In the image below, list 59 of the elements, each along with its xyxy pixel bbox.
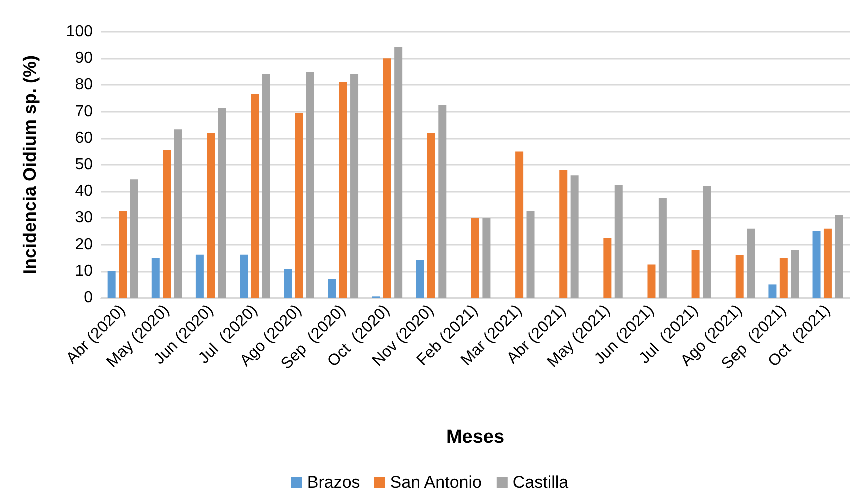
bar bbox=[516, 152, 524, 298]
bar bbox=[295, 113, 304, 298]
y-axis-title: Incidencia Oidium sp. (%) bbox=[20, 55, 40, 275]
bar bbox=[119, 212, 128, 298]
legend-label: Brazos bbox=[307, 473, 360, 492]
bar bbox=[284, 269, 292, 298]
y-tick-label: 60 bbox=[75, 130, 94, 147]
bar bbox=[472, 218, 480, 298]
bar bbox=[383, 58, 392, 298]
bar bbox=[163, 150, 172, 298]
legend-label: San Antonio bbox=[390, 473, 482, 492]
bar bbox=[108, 271, 116, 298]
bar bbox=[604, 238, 612, 298]
bar bbox=[427, 133, 436, 298]
bar bbox=[648, 264, 656, 298]
bar bbox=[218, 108, 226, 298]
bar bbox=[702, 186, 711, 298]
y-tick-label: 20 bbox=[75, 236, 94, 254]
bar bbox=[328, 279, 336, 298]
legend-label: Castilla bbox=[512, 473, 570, 492]
bar bbox=[780, 258, 788, 298]
bar bbox=[570, 176, 579, 298]
y-tick-label: 50 bbox=[75, 156, 94, 174]
bar bbox=[482, 218, 491, 298]
x-axis-title: Meses bbox=[446, 427, 505, 448]
bar bbox=[262, 74, 270, 298]
bar bbox=[812, 232, 821, 298]
bar bbox=[339, 82, 348, 298]
bar bbox=[526, 212, 535, 298]
bar bbox=[174, 130, 182, 298]
bar bbox=[251, 94, 260, 298]
bar bbox=[835, 216, 844, 298]
y-tick-label: 40 bbox=[75, 183, 94, 200]
bar bbox=[736, 255, 744, 298]
bar bbox=[614, 184, 623, 298]
bar bbox=[416, 260, 424, 298]
y-tick-label: 0 bbox=[84, 290, 94, 306]
bar bbox=[207, 133, 216, 298]
bar bbox=[394, 47, 403, 298]
y-tick-label: 10 bbox=[75, 262, 94, 280]
bar bbox=[240, 254, 248, 298]
y-tick-label: 80 bbox=[75, 76, 94, 94]
y-tick-label: 100 bbox=[66, 24, 94, 40]
bar bbox=[350, 74, 359, 298]
y-tick-label: 90 bbox=[75, 50, 94, 68]
bar bbox=[152, 258, 160, 298]
y-tick-label: 70 bbox=[75, 103, 94, 120]
y-tick-label: 30 bbox=[75, 210, 94, 227]
bar bbox=[747, 228, 756, 298]
bar bbox=[560, 170, 568, 298]
bar bbox=[196, 254, 204, 298]
bar bbox=[306, 72, 314, 298]
bar bbox=[658, 198, 667, 298]
bar bbox=[692, 250, 700, 298]
bar bbox=[438, 105, 447, 298]
bar bbox=[768, 284, 777, 298]
bar bbox=[130, 180, 138, 298]
bar bbox=[824, 228, 832, 298]
bar bbox=[791, 250, 800, 298]
